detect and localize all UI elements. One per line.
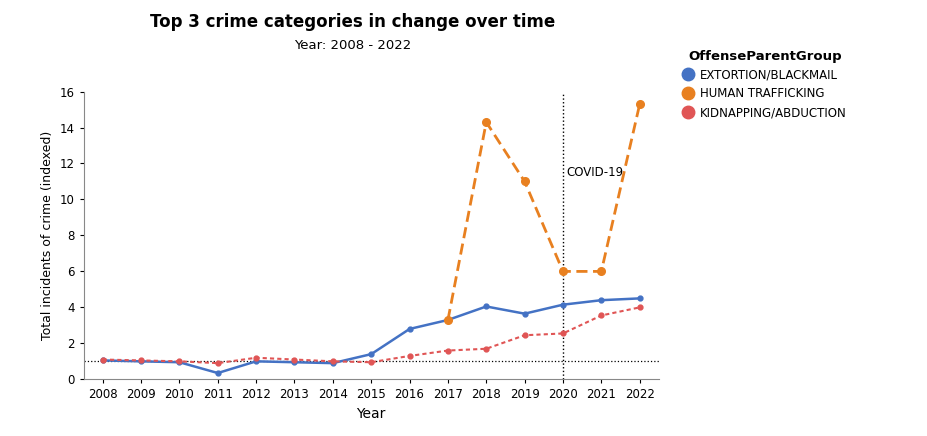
X-axis label: Year: Year	[356, 407, 386, 421]
Legend: EXTORTION/BLACKMAIL, HUMAN TRAFFICKING, KIDNAPPING/ABDUCTION: EXTORTION/BLACKMAIL, HUMAN TRAFFICKING, …	[682, 50, 845, 119]
Text: COVID-19: COVID-19	[565, 166, 623, 179]
Y-axis label: Total incidents of crime (indexed): Total incidents of crime (indexed)	[41, 131, 54, 340]
Text: Year: 2008 - 2022: Year: 2008 - 2022	[294, 39, 411, 52]
Text: Top 3 crime categories in change over time: Top 3 crime categories in change over ti…	[150, 13, 554, 31]
